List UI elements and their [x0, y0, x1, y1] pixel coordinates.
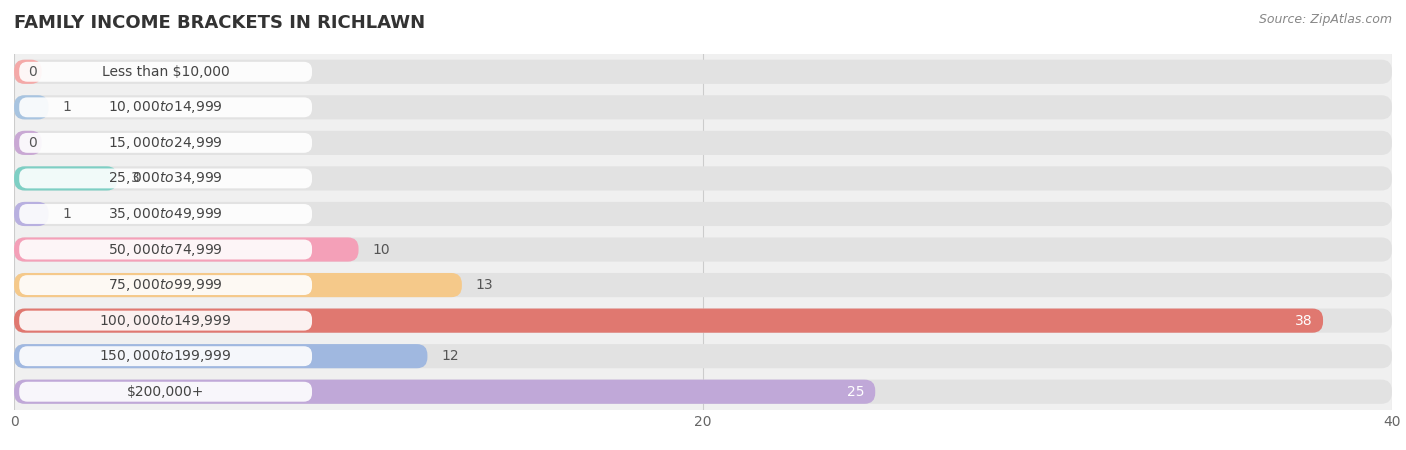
FancyBboxPatch shape — [14, 374, 1392, 410]
FancyBboxPatch shape — [14, 60, 42, 84]
FancyBboxPatch shape — [14, 54, 1392, 90]
Text: Less than $10,000: Less than $10,000 — [101, 65, 229, 79]
Text: 1: 1 — [62, 207, 72, 221]
FancyBboxPatch shape — [20, 168, 312, 189]
Text: $100,000 to $149,999: $100,000 to $149,999 — [100, 313, 232, 328]
Text: $200,000+: $200,000+ — [127, 385, 204, 399]
Text: $15,000 to $24,999: $15,000 to $24,999 — [108, 135, 224, 151]
FancyBboxPatch shape — [14, 238, 359, 261]
Text: 13: 13 — [475, 278, 494, 292]
FancyBboxPatch shape — [14, 131, 42, 155]
FancyBboxPatch shape — [14, 273, 1392, 297]
FancyBboxPatch shape — [20, 97, 312, 117]
Text: 10: 10 — [373, 243, 389, 256]
FancyBboxPatch shape — [20, 310, 312, 331]
FancyBboxPatch shape — [14, 309, 1392, 333]
FancyBboxPatch shape — [14, 344, 1392, 368]
FancyBboxPatch shape — [14, 90, 1392, 125]
FancyBboxPatch shape — [14, 125, 1392, 161]
FancyBboxPatch shape — [14, 338, 1392, 374]
Text: $10,000 to $14,999: $10,000 to $14,999 — [108, 99, 224, 115]
FancyBboxPatch shape — [20, 275, 312, 295]
FancyBboxPatch shape — [14, 202, 1392, 226]
FancyBboxPatch shape — [14, 95, 1392, 119]
Text: 3: 3 — [131, 171, 141, 185]
Text: $75,000 to $99,999: $75,000 to $99,999 — [108, 277, 224, 293]
FancyBboxPatch shape — [14, 95, 48, 119]
FancyBboxPatch shape — [14, 303, 1392, 338]
FancyBboxPatch shape — [14, 267, 1392, 303]
FancyBboxPatch shape — [14, 161, 1392, 196]
FancyBboxPatch shape — [14, 202, 48, 226]
Text: 0: 0 — [28, 136, 37, 150]
FancyBboxPatch shape — [14, 238, 1392, 261]
FancyBboxPatch shape — [14, 309, 1323, 333]
Text: 38: 38 — [1295, 314, 1313, 328]
FancyBboxPatch shape — [14, 380, 875, 404]
FancyBboxPatch shape — [20, 382, 312, 402]
Text: $50,000 to $74,999: $50,000 to $74,999 — [108, 242, 224, 257]
Text: 1: 1 — [62, 100, 72, 114]
Text: $25,000 to $34,999: $25,000 to $34,999 — [108, 171, 224, 186]
FancyBboxPatch shape — [20, 133, 312, 153]
FancyBboxPatch shape — [14, 380, 1392, 404]
FancyBboxPatch shape — [14, 60, 1392, 84]
FancyBboxPatch shape — [14, 232, 1392, 267]
Text: $150,000 to $199,999: $150,000 to $199,999 — [100, 348, 232, 364]
FancyBboxPatch shape — [14, 273, 463, 297]
FancyBboxPatch shape — [20, 204, 312, 224]
Text: $35,000 to $49,999: $35,000 to $49,999 — [108, 206, 224, 222]
FancyBboxPatch shape — [14, 131, 1392, 155]
FancyBboxPatch shape — [14, 344, 427, 368]
Text: 12: 12 — [441, 349, 458, 363]
FancyBboxPatch shape — [14, 166, 118, 190]
Text: Source: ZipAtlas.com: Source: ZipAtlas.com — [1258, 14, 1392, 27]
Text: 25: 25 — [848, 385, 865, 399]
FancyBboxPatch shape — [20, 346, 312, 366]
Text: 0: 0 — [28, 65, 37, 79]
FancyBboxPatch shape — [20, 239, 312, 260]
FancyBboxPatch shape — [14, 166, 1392, 190]
FancyBboxPatch shape — [14, 196, 1392, 232]
Text: FAMILY INCOME BRACKETS IN RICHLAWN: FAMILY INCOME BRACKETS IN RICHLAWN — [14, 14, 425, 32]
FancyBboxPatch shape — [20, 62, 312, 82]
